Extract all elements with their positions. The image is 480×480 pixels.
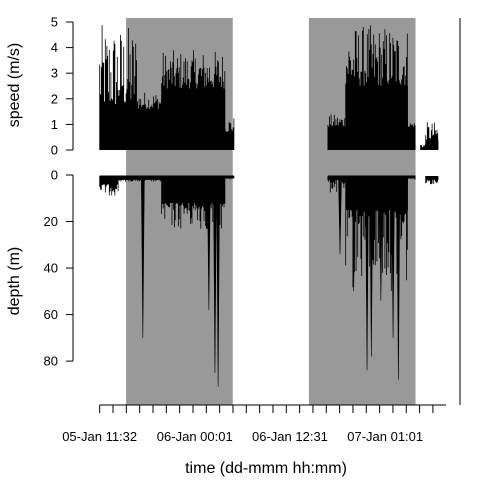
time-x-axis: 05-Jan 11:32 06-Jan 00:01 06-Jan 12:31 07-J… <box>62 404 446 444</box>
speed-trace-6 <box>345 25 408 150</box>
speed-series <box>99 25 439 150</box>
speed-tick-label-4: 4 <box>51 40 58 55</box>
depth-tick-label-1: 20 <box>44 214 58 229</box>
speed-tick-label-1: 1 <box>51 117 58 132</box>
speed-trace-4 <box>224 118 235 150</box>
speed-trace-2 <box>137 92 162 150</box>
speed-trace-1 <box>99 25 138 150</box>
depth-tick-label-0: 0 <box>51 168 58 183</box>
speed-tick-label-2: 2 <box>51 91 58 106</box>
time-tick-label-3: 07-Jan 01:01 <box>347 429 423 444</box>
depth-trace-1 <box>99 176 119 196</box>
time-tick-label-2: 06-Jan 12:31 <box>252 429 328 444</box>
speed-trace-9 <box>425 122 439 150</box>
speed-trace-5 <box>327 114 346 150</box>
depth-trace-8 <box>425 176 439 185</box>
speed-tick-label-0: 0 <box>51 143 58 158</box>
speed-axis-title: speed (m/s) <box>6 43 23 127</box>
depth-tick-label-3: 60 <box>44 307 58 322</box>
speed-trace-7 <box>407 123 416 150</box>
depth-y-axis: 0 20 40 60 80 <box>44 168 74 369</box>
time-axis-title: time (dd-mmm hh:mm) <box>185 460 347 477</box>
depth-tick-label-4: 80 <box>44 354 58 369</box>
speed-trace-8 <box>420 144 426 150</box>
time-tick-label-1: 06-Jan 00:01 <box>157 429 233 444</box>
speed-y-axis: 0 1 2 3 4 5 <box>51 15 74 158</box>
speed-tick-label-5: 5 <box>51 15 58 30</box>
speed-trace-3 <box>161 50 226 150</box>
depth-series <box>99 175 439 387</box>
depth-tick-label-2: 40 <box>44 261 58 276</box>
time-tick-label-0: 05-Jan 11:32 <box>62 429 137 444</box>
depth-axis-title: depth (m) <box>6 247 23 315</box>
speed-tick-label-3: 3 <box>51 66 58 81</box>
